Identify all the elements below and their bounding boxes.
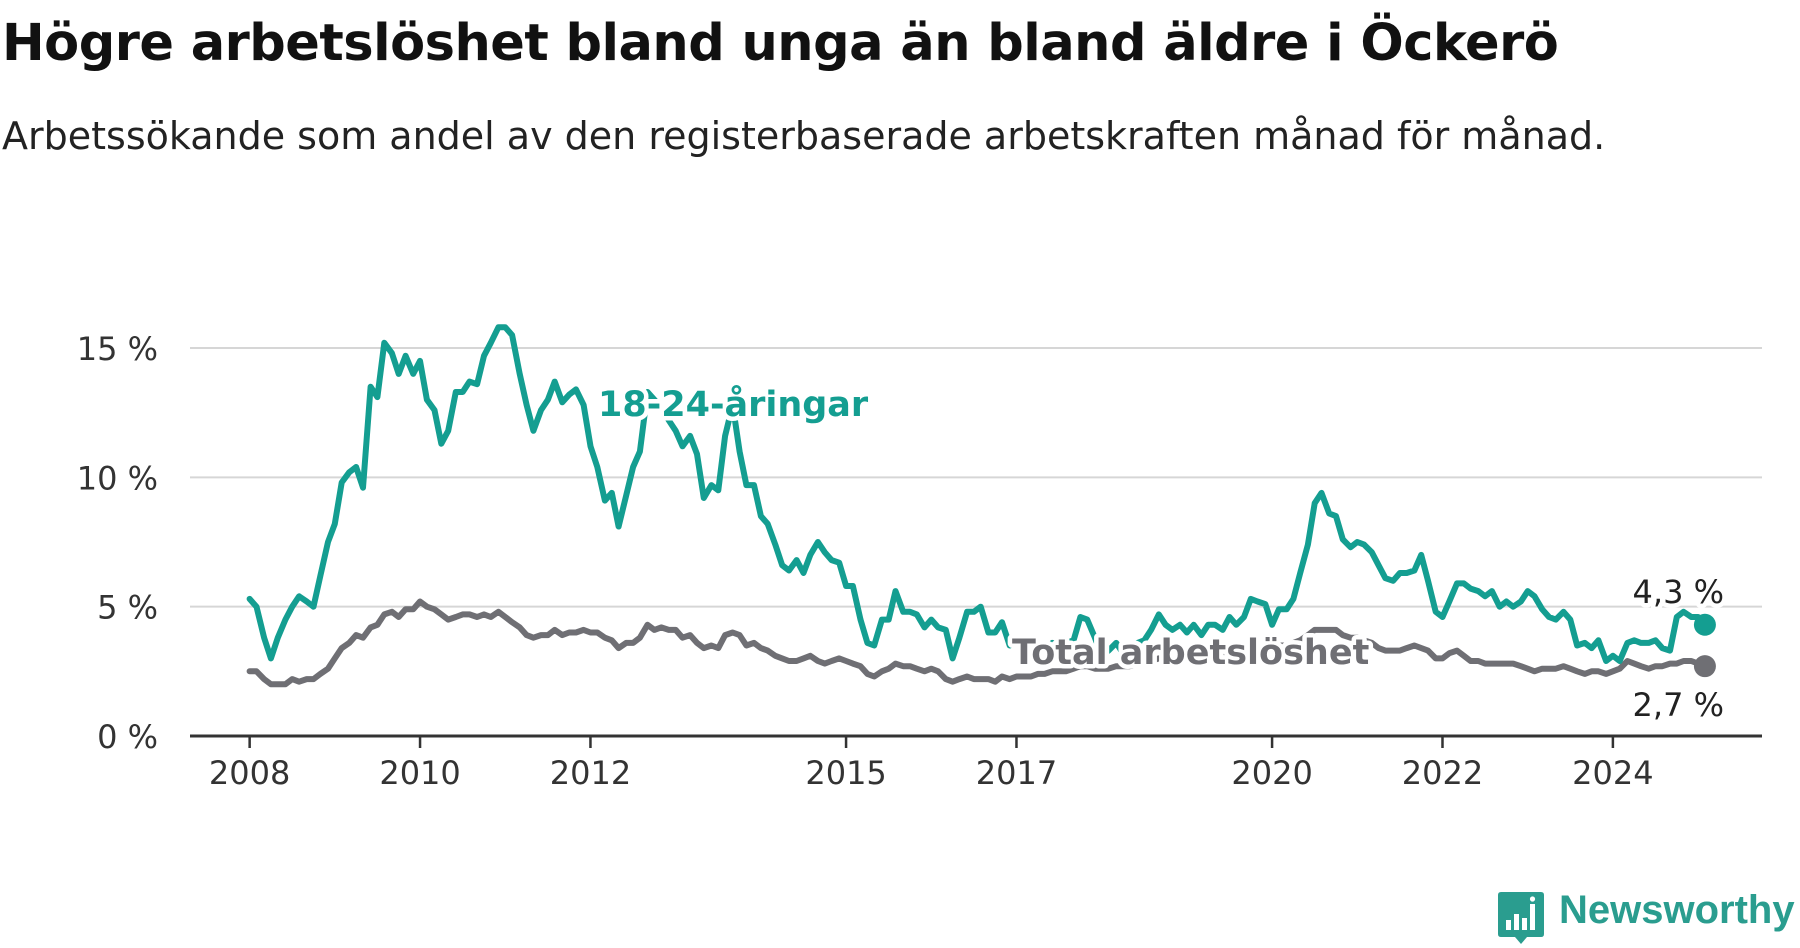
end-point-total	[1693, 655, 1716, 678]
series-label-youth: 18-24-åringar	[598, 384, 869, 425]
series-label-total: Total arbetslöshet	[1012, 633, 1369, 673]
y-tick-label: 15 %	[77, 330, 158, 368]
series-line-total	[246, 598, 1708, 688]
y-tick-label: 5 %	[97, 589, 158, 627]
series-lines	[246, 324, 1716, 688]
series-label-total-halo: Total arbetslöshet	[1012, 633, 1369, 673]
x-tick-label: 2020	[1231, 754, 1312, 792]
x-tick-label: 2022	[1402, 754, 1483, 792]
y-axis-tick-labels: 0 % 5 % 10 % 15 %	[77, 330, 158, 756]
x-tick-label: 2012	[550, 754, 631, 792]
x-tick-label: 2024	[1572, 754, 1653, 792]
newsworthy-logo[interactable]: Newsworthy	[1497, 888, 1800, 948]
end-label-youth: 4,3 %	[1633, 573, 1724, 611]
end-label-total-halo: 2,7 %	[1633, 686, 1724, 724]
end-label-youth-halo: 4,3 %	[1633, 573, 1724, 611]
x-tick-label: 2008	[209, 754, 290, 792]
series-label-youth-halo: 18-24-åringar	[598, 384, 869, 425]
brand-name: Newsworthy	[1559, 888, 1795, 932]
chart-subtitle: Arbetssökande som andel av den registerb…	[2, 114, 1606, 158]
x-tick-label: 2017	[976, 754, 1057, 792]
end-label-total: 2,7 %	[1633, 686, 1724, 724]
y-tick-label: 0 %	[97, 718, 158, 756]
x-tick-label: 2015	[805, 754, 886, 792]
y-tick-label: 10 %	[77, 459, 158, 497]
series-line-youth	[246, 324, 1708, 664]
newsworthy-chart-icon	[1498, 892, 1544, 944]
x-axis: 2008 2010 2012 2015 2017 2020 2022 2024	[190, 734, 1762, 792]
x-tick-label: 2010	[379, 754, 460, 792]
chart-title: Högre arbetslöshet bland unga än bland ä…	[2, 14, 1559, 73]
end-point-youth	[1693, 613, 1716, 636]
